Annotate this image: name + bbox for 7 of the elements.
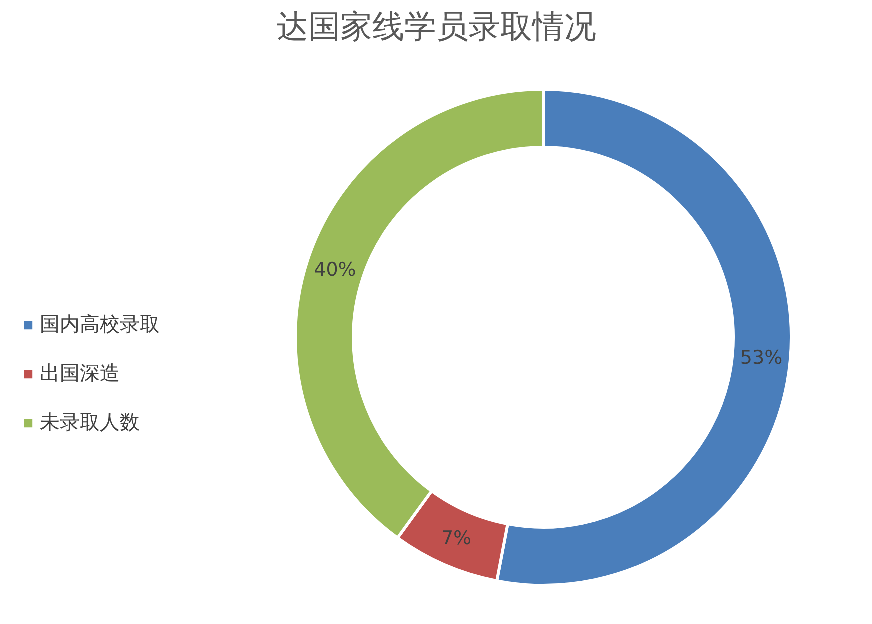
legend-label: 出国深造	[40, 360, 120, 387]
data-label: 53%	[740, 347, 783, 370]
chart-title: 达国家线学员录取情况	[276, 8, 596, 46]
data-label: 40%	[314, 258, 356, 281]
legend-label: 未录取人数	[40, 409, 140, 436]
data-label: 7%	[441, 527, 472, 550]
legend-label: 国内高校录取	[40, 311, 160, 338]
